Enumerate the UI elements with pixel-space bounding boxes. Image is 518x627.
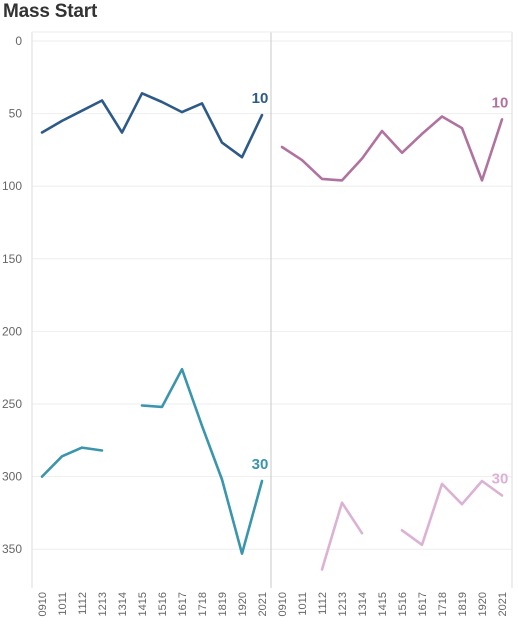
series-line-0-10-0 [40,92,264,159]
x-tick-label-1-0910: 0910 [277,592,289,616]
y-tick-label-350: 350 [2,542,22,556]
x-tick-label-1-1213: 1213 [337,592,349,616]
x-tick-label-0-1920: 1920 [237,592,249,616]
y-tick-label-250: 250 [2,397,22,411]
x-tick-label-1-1718: 1718 [437,592,449,616]
x-tick-label-1-1617: 1617 [417,592,429,616]
x-tick-label-0-1011: 1011 [57,592,69,616]
x-tick-label-1-2021: 2021 [497,592,509,616]
x-tick-label-0-1617: 1617 [177,592,189,616]
x-tick-label-1-1415: 1415 [377,592,389,616]
y-tick-label-150: 150 [2,252,22,266]
x-tick-label-0-1112: 1112 [77,592,89,615]
x-tick-label-1-1920: 1920 [477,592,489,616]
y-tick-label-50: 50 [9,107,23,121]
x-tick-label-1-1819: 1819 [457,592,469,616]
series-end-label-1-30: 30 [492,470,509,487]
y-tick-label-300: 300 [2,470,22,484]
series-line-1-30-1 [400,479,504,547]
x-tick-label-0-0910: 0910 [37,592,49,616]
series-end-label-0-10: 10 [252,90,269,107]
series-line-0-30-0 [40,446,104,478]
series-end-label-0-30: 30 [252,456,269,473]
series-end-label-1-10: 10 [492,94,509,111]
x-tick-label-0-1819: 1819 [217,592,229,616]
series-line-1-10-0 [280,115,504,182]
series-line-0-30-1 [140,367,264,555]
x-tick-label-0-1314: 1314 [117,592,129,616]
x-tick-label-0-1516: 1516 [157,592,169,616]
series-line-1-30-0 [320,501,364,571]
x-tick-label-1-1011: 1011 [297,592,309,616]
y-tick-label-200: 200 [2,324,22,338]
x-tick-label-0-2021: 2021 [257,592,269,616]
x-tick-label-1-1516: 1516 [397,592,409,616]
y-tick-label-0: 0 [15,34,22,48]
y-tick-label-100: 100 [2,179,22,193]
x-tick-label-0-1213: 1213 [97,592,109,616]
x-tick-label-1-1112: 1112 [317,592,329,615]
x-tick-label-0-1718: 1718 [197,592,209,616]
x-tick-label-0-1415: 1415 [137,592,149,616]
chart-title: Mass Start [3,1,98,22]
x-tick-label-1-1314: 1314 [357,592,369,616]
